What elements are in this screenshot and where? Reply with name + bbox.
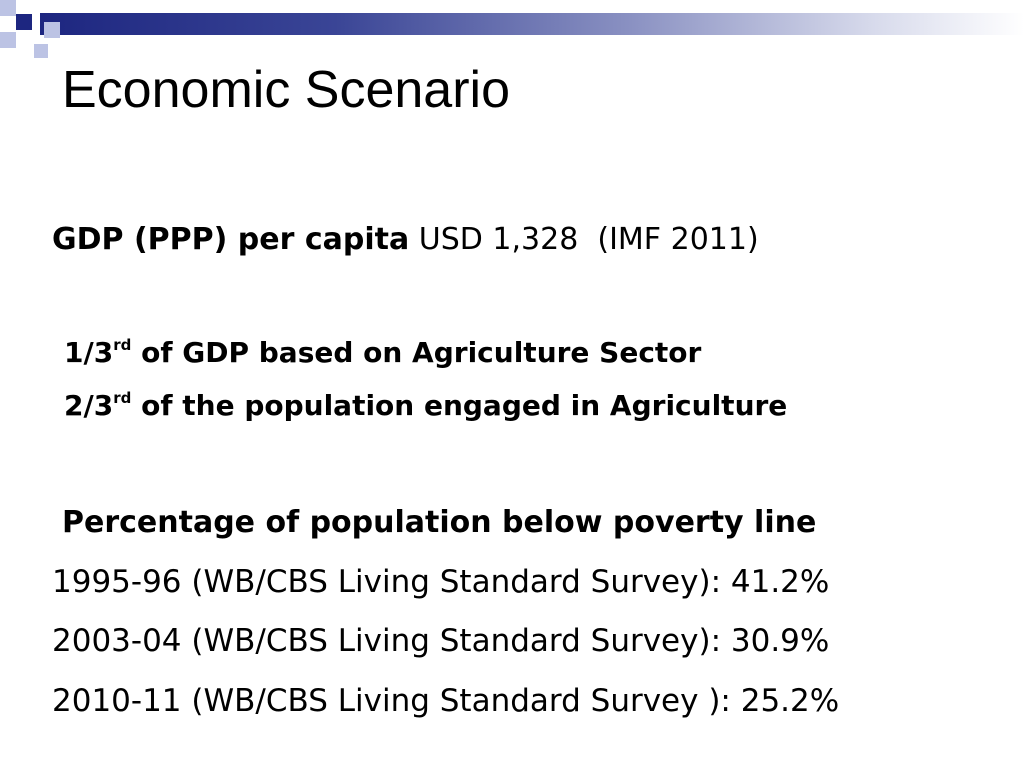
gdp-value: USD 1,328 — [418, 222, 579, 257]
decor-square-light — [44, 22, 60, 38]
header-decoration — [0, 0, 1024, 60]
gdp-line: GDP (PPP) per capita USD 1,328 (IMF 2011… — [52, 222, 759, 257]
agriculture-population-fraction: 2/3 — [64, 389, 114, 422]
agriculture-gdp-line: 1/3rd of GDP based on Agriculture Sector — [64, 336, 701, 369]
poverty-survey-2010: 2010-11 (WB/CBS Living Standard Survey )… — [52, 683, 840, 719]
agriculture-gdp-text: of GDP based on Agriculture Sector — [141, 336, 702, 369]
gdp-label: GDP (PPP) per capita — [52, 222, 410, 257]
decor-square-light — [0, 0, 16, 16]
header-gradient-bar — [40, 13, 1024, 35]
decor-square-light — [0, 32, 16, 48]
poverty-survey-2003: 2003-04 (WB/CBS Living Standard Survey):… — [52, 623, 830, 659]
slide-title: Economic Scenario — [62, 61, 510, 119]
poverty-survey-1995: 1995-96 (WB/CBS Living Standard Survey):… — [52, 564, 830, 600]
agriculture-population-ordinal: rd — [113, 389, 132, 407]
poverty-heading: Percentage of population below poverty l… — [62, 505, 817, 540]
gdp-source: (IMF 2011) — [597, 222, 759, 257]
decor-square-white — [36, 0, 50, 10]
agriculture-population-line: 2/3rd of the population engaged in Agric… — [64, 389, 787, 422]
agriculture-population-text: of the population engaged in Agriculture — [141, 389, 788, 422]
decor-square-light — [34, 44, 48, 58]
decor-square-navy — [16, 14, 32, 30]
agriculture-gdp-fraction: 1/3 — [64, 336, 114, 369]
agriculture-gdp-ordinal: rd — [113, 336, 132, 354]
